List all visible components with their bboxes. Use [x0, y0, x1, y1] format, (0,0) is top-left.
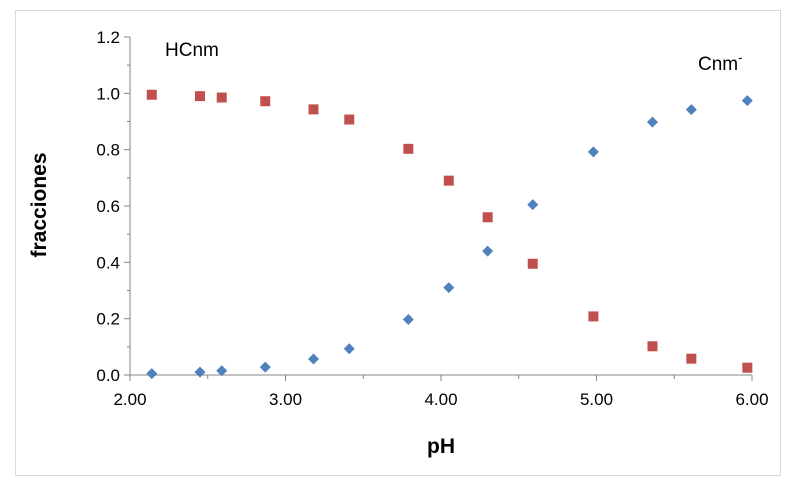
data-point-square [527, 258, 538, 269]
data-point-diamond [443, 282, 455, 294]
data-point-square [260, 96, 271, 107]
data-point-square [742, 362, 753, 373]
data-point-diamond [146, 368, 158, 380]
data-point-square [482, 212, 493, 223]
data-point-square [686, 353, 697, 364]
data-point-diamond [685, 104, 697, 116]
y-tick-label: 1.2 [96, 28, 120, 47]
annotation-cnm-text: Cnm [698, 54, 738, 75]
data-point-diamond [527, 199, 539, 211]
data-point-square [216, 92, 227, 103]
data-point-square [403, 143, 414, 154]
data-point-diamond [482, 245, 494, 257]
y-tick-label: 0.8 [96, 141, 120, 160]
data-point-diamond [216, 365, 228, 377]
y-axis: 0.0 0.2 0.4 0.6 0.8 1.0 1.2 [96, 28, 131, 385]
data-point-diamond [259, 361, 271, 373]
annotation-cnm: Cnm- [698, 50, 742, 75]
x-axis: 2.00 3.00 4.00 5.00 6.00 [113, 374, 769, 409]
x-tick-label: 2.00 [113, 390, 146, 409]
data-point-square [194, 91, 205, 102]
data-point-square [443, 175, 454, 186]
data-point-diamond [194, 366, 206, 378]
annotation-cnm-superscript: - [738, 50, 742, 65]
data-point-square [647, 341, 658, 352]
data-marks [146, 89, 753, 380]
y-tick-label: 1.0 [96, 84, 120, 103]
data-point-diamond [646, 116, 658, 128]
y-tick-label: 0.6 [96, 197, 120, 216]
annotation-hcnm: HCnm [165, 40, 219, 61]
data-point-square [308, 104, 319, 115]
y-tick-label: 0.0 [96, 366, 120, 385]
data-point-diamond [587, 146, 599, 158]
data-point-diamond [741, 95, 753, 107]
y-tick-label: 0.2 [96, 310, 120, 329]
y-axis-title: fracciones [28, 152, 51, 257]
x-tick-label: 3.00 [269, 390, 302, 409]
y-tick-label: 0.4 [96, 253, 120, 272]
chart-frame [15, 10, 781, 476]
data-point-square [344, 114, 355, 125]
x-tick-label: 4.00 [424, 390, 457, 409]
x-tick-label: 6.00 [735, 390, 768, 409]
x-tick-label: 5.00 [580, 390, 613, 409]
data-point-square [146, 89, 157, 100]
data-point-diamond [307, 353, 319, 365]
data-point-square [588, 311, 599, 322]
data-point-diamond [402, 314, 414, 326]
x-axis-title: pH [427, 435, 455, 458]
data-point-diamond [343, 343, 355, 355]
